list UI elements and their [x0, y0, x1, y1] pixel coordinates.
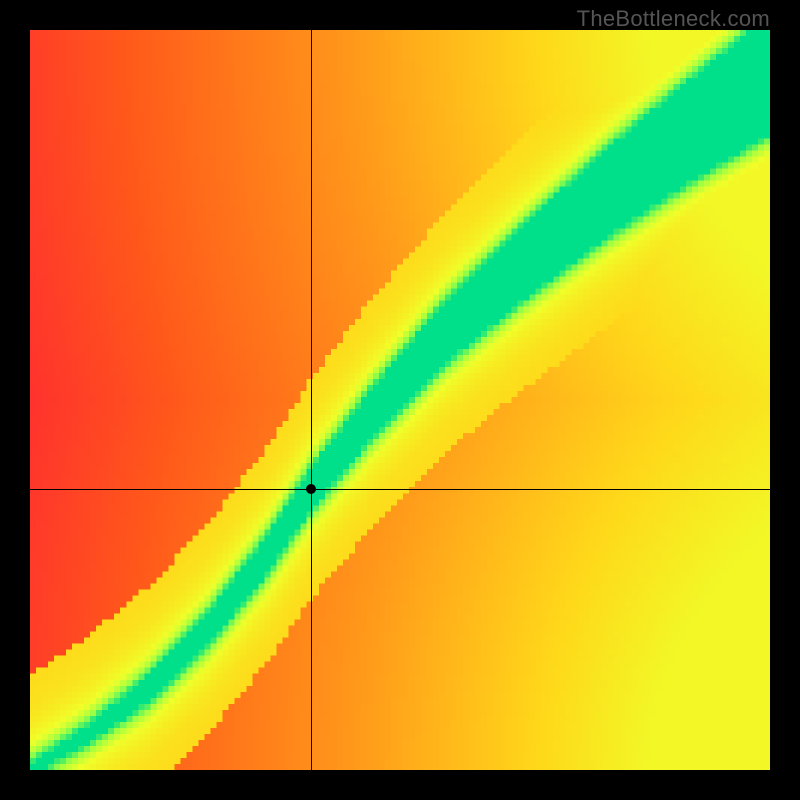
- crosshair-dot: [306, 484, 316, 494]
- crosshair-horizontal: [30, 489, 770, 490]
- watermark-text: TheBottleneck.com: [577, 6, 770, 32]
- heatmap-plot: [30, 30, 770, 770]
- crosshair-vertical: [311, 30, 312, 770]
- heatmap-canvas: [30, 30, 770, 770]
